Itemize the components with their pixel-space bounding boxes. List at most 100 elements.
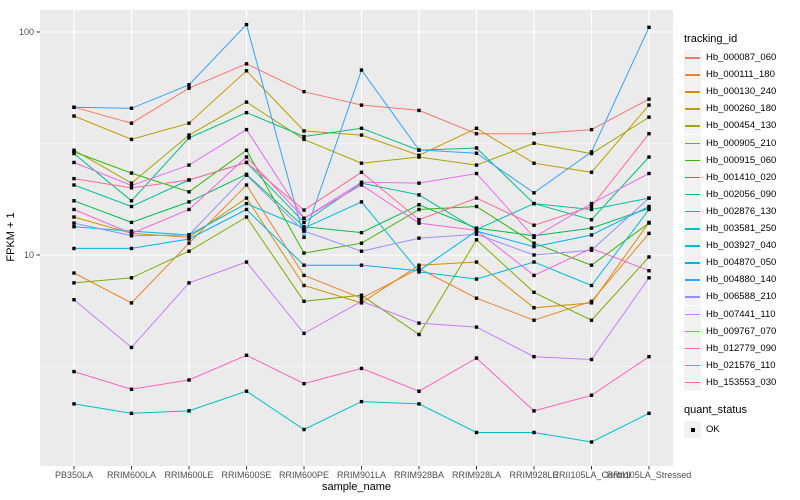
data-point <box>417 193 421 197</box>
series-color-line-icon <box>685 279 700 281</box>
data-point <box>302 137 306 142</box>
data-point <box>129 220 134 225</box>
data-point <box>244 215 249 219</box>
data-point <box>359 180 364 184</box>
data-point <box>589 263 594 267</box>
data-point <box>417 207 421 212</box>
data-point <box>589 283 594 288</box>
data-point <box>647 411 651 416</box>
data-point <box>129 276 134 280</box>
data-point <box>589 204 594 209</box>
data-point <box>187 378 191 382</box>
data-point <box>72 160 76 165</box>
legend-item: Hb_000087_060 <box>684 49 776 66</box>
data-point <box>72 221 76 225</box>
data-point <box>129 137 134 142</box>
legend-key <box>684 117 701 135</box>
data-point <box>302 220 306 225</box>
legend-item: Hb_000454_130 <box>684 117 777 135</box>
data-point <box>359 200 364 204</box>
data-point <box>532 306 536 310</box>
quant-ok-key <box>684 421 701 438</box>
data-point <box>417 148 421 152</box>
legend-key <box>684 49 701 66</box>
data-point <box>647 25 651 29</box>
legend-item: Hb_021576_110 <box>684 356 776 374</box>
data-point <box>589 440 594 444</box>
legend-item-label: Hb_000130_240 <box>706 86 777 98</box>
data-point <box>532 223 536 227</box>
data-point <box>359 299 364 303</box>
data-point <box>647 204 651 209</box>
data-point <box>187 163 191 167</box>
legend-key <box>684 322 701 340</box>
series-color-line-icon <box>685 296 700 298</box>
data-point <box>532 201 536 206</box>
data-point <box>532 409 536 413</box>
data-point <box>129 345 134 350</box>
data-point <box>647 354 651 359</box>
data-point <box>359 170 364 174</box>
x-tick-label: RRIM600LE <box>164 470 214 480</box>
legend-title-quant-status: quant_status <box>684 404 747 416</box>
data-point <box>474 430 479 435</box>
data-point <box>532 235 536 240</box>
data-point <box>302 235 306 240</box>
legend-item-label: Hb_153553_030 <box>706 376 777 388</box>
data-point <box>302 134 306 139</box>
data-point <box>244 207 249 212</box>
data-point <box>417 332 421 337</box>
data-point <box>589 150 594 154</box>
legend-key <box>684 66 701 84</box>
legend-item: Hb_006588_210 <box>684 288 777 306</box>
legend-item-label: Hb_021576_110 <box>706 359 776 371</box>
data-point <box>187 409 191 413</box>
series-color-line-icon <box>685 210 700 213</box>
legend-item-label: Hb_006588_210 <box>706 291 777 303</box>
data-point <box>72 271 76 275</box>
data-point <box>187 233 191 237</box>
data-point <box>474 204 479 209</box>
data-point <box>589 226 594 230</box>
data-point <box>187 241 191 245</box>
data-point <box>359 161 364 165</box>
series-color-line-icon <box>685 74 700 76</box>
series-color-line-icon <box>685 330 700 333</box>
data-point <box>417 236 421 240</box>
data-point <box>417 266 421 271</box>
data-point <box>129 234 134 238</box>
data-point <box>72 114 76 118</box>
legend-item-label: Hb_000454_130 <box>706 120 777 132</box>
data-point <box>302 263 306 267</box>
data-point <box>532 161 536 165</box>
series-color-line-icon <box>685 108 700 110</box>
data-point <box>647 155 651 159</box>
data-point <box>244 353 249 357</box>
data-point <box>302 273 306 278</box>
data-point <box>244 260 249 264</box>
data-point <box>244 127 249 132</box>
data-point <box>589 170 594 174</box>
data-point <box>589 233 594 237</box>
data-point <box>417 221 421 225</box>
data-point <box>589 217 594 222</box>
data-point <box>647 276 651 280</box>
data-point <box>359 183 364 187</box>
data-point <box>532 273 536 278</box>
data-point <box>589 201 594 206</box>
legend-key <box>684 100 701 118</box>
data-point <box>187 133 191 137</box>
data-point <box>474 238 479 242</box>
data-point <box>417 269 421 273</box>
data-point <box>72 224 76 229</box>
data-point <box>72 199 76 203</box>
data-point <box>589 393 594 397</box>
data-point <box>647 131 651 136</box>
legend-item: Hb_000915_060 <box>684 151 776 169</box>
legend-item-label: Hb_004880_140 <box>706 274 777 286</box>
data-point <box>532 318 536 322</box>
series-color-line-icon <box>685 91 700 93</box>
legend-key <box>684 356 701 374</box>
data-point <box>244 196 249 200</box>
data-point <box>129 171 134 175</box>
